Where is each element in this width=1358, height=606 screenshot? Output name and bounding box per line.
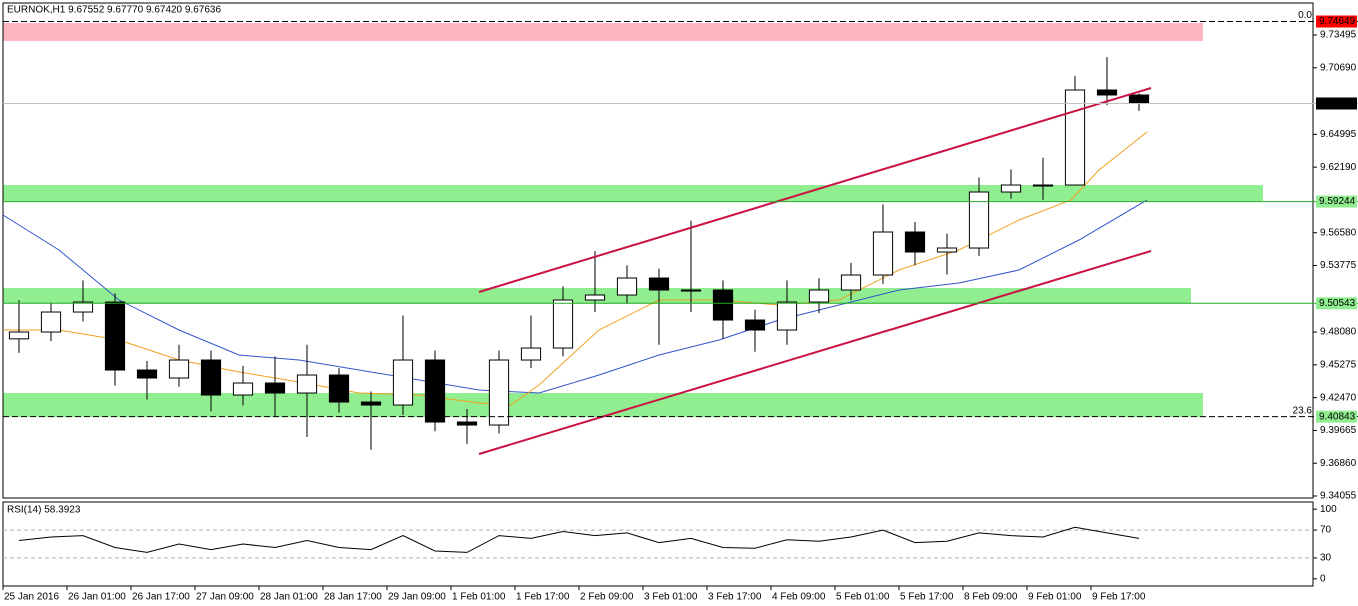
x-tick-label: 9 Feb 01:00 — [1028, 592, 1082, 603]
candle-body — [360, 401, 382, 406]
y-tick-label: 9.45275 — [1320, 359, 1357, 370]
level-label: 9.67636 — [1319, 98, 1356, 109]
x-tick-label: 28 Jan 01:00 — [260, 592, 318, 603]
candle-body — [552, 299, 574, 349]
x-tick-label: 2 Feb 09:00 — [580, 592, 634, 603]
channel-line — [478, 87, 1152, 293]
y-tick-label: 9.36860 — [1320, 458, 1357, 469]
candle-body — [520, 347, 542, 361]
level-label-box — [1316, 195, 1357, 208]
candle-body — [872, 231, 894, 276]
x-tick-label: 29 Jan 09:00 — [388, 592, 446, 603]
level-label-box — [1316, 410, 1357, 423]
candle-body — [264, 382, 286, 394]
x-tick-label: 1 Feb 17:00 — [516, 592, 570, 603]
candle-body — [136, 369, 158, 379]
x-tick-label: 25 Jan 2016 — [4, 592, 59, 603]
moving-average — [2, 199, 1148, 394]
candle-body — [456, 421, 478, 426]
x-tick-label: 9 Feb 17:00 — [1092, 592, 1146, 603]
x-tick-label: 26 Jan 01:00 — [68, 592, 126, 603]
candle-body — [1064, 89, 1086, 186]
candle-body — [776, 301, 798, 331]
candle-body — [104, 301, 126, 371]
candle-body — [424, 359, 446, 423]
candle-body — [232, 382, 254, 396]
y-tick-label: 9.39665 — [1320, 425, 1357, 436]
x-tick-label: 5 Feb 17:00 — [900, 592, 954, 603]
candle-body — [72, 301, 94, 313]
rsi-line — [18, 526, 1140, 553]
y-tick-label: 9.73495 — [1320, 30, 1357, 41]
candle-body — [296, 374, 318, 394]
candle-body — [584, 294, 606, 301]
candle-body — [200, 359, 222, 396]
zone — [3, 393, 1203, 418]
level-label: 9.59244 — [1319, 196, 1356, 207]
candle-body — [40, 311, 62, 333]
level-label-box — [1316, 15, 1357, 28]
zone — [3, 22, 1203, 41]
level-label-box — [1316, 297, 1357, 310]
candle-body — [1032, 184, 1054, 187]
candle-body — [1000, 184, 1022, 193]
x-tick-label: 1 Feb 01:00 — [452, 592, 506, 603]
candle-body — [328, 374, 350, 403]
fib-label: 0.0 — [1298, 10, 1312, 21]
candle-body — [488, 359, 510, 426]
candle-body — [936, 247, 958, 253]
candle-body — [712, 289, 734, 321]
y-tick-label: 9.48080 — [1320, 327, 1357, 338]
candle-body — [8, 331, 30, 340]
y-tick-label: 9.42470 — [1320, 392, 1357, 403]
level-label: 9.50543 — [1319, 298, 1356, 309]
x-tick-label: 5 Feb 01:00 — [836, 592, 890, 603]
x-tick-label: 4 Feb 09:00 — [772, 592, 826, 603]
y-tick-label: 100 — [1320, 504, 1337, 515]
level-label-box — [1316, 97, 1357, 110]
candle-body — [392, 359, 414, 406]
candle-body — [648, 277, 670, 291]
level-label: 9.74649 — [1319, 16, 1356, 27]
channel-line — [478, 250, 1152, 455]
x-tick-label: 8 Feb 09:00 — [964, 592, 1018, 603]
fib-label: 23.6 — [1293, 405, 1313, 416]
candle-body — [616, 277, 638, 296]
y-tick-label: 30 — [1320, 553, 1332, 564]
y-tick-label: 0 — [1320, 573, 1326, 584]
candle-body — [1096, 89, 1118, 96]
level-label: 9.40843 — [1319, 411, 1356, 422]
y-tick-label: 9.56580 — [1320, 227, 1357, 238]
rsi-frame — [2, 501, 1314, 587]
y-tick-label: 9.70690 — [1320, 62, 1357, 73]
rsi-title: RSI(14) 58.3923 — [7, 505, 81, 516]
chart-title: EURNOK,H1 9.67552 9.67770 9.67420 9.6763… — [7, 5, 221, 16]
x-tick-label: 3 Feb 17:00 — [708, 592, 762, 603]
candle-body — [840, 274, 862, 291]
candle-body — [168, 359, 190, 379]
candle-body — [680, 289, 702, 292]
zone — [3, 185, 1263, 202]
y-tick-label: 9.62190 — [1320, 162, 1357, 173]
candle-body — [744, 319, 766, 331]
y-tick-label: 70 — [1320, 525, 1332, 536]
price-frame — [2, 2, 1314, 499]
y-tick-label: 9.34055 — [1320, 491, 1357, 502]
candle-body — [904, 231, 926, 253]
x-tick-label: 28 Jan 17:00 — [324, 592, 382, 603]
x-tick-label: 3 Feb 01:00 — [644, 592, 698, 603]
y-tick-label: 9.53775 — [1320, 260, 1357, 271]
candle-body — [1128, 94, 1150, 104]
x-tick-label: 27 Jan 09:00 — [196, 592, 254, 603]
zones — [3, 22, 1263, 418]
y-tick-label: 9.64995 — [1320, 129, 1357, 140]
x-tick-label: 26 Jan 17:00 — [132, 592, 190, 603]
candle-body — [808, 289, 830, 303]
candle-body — [968, 191, 990, 249]
